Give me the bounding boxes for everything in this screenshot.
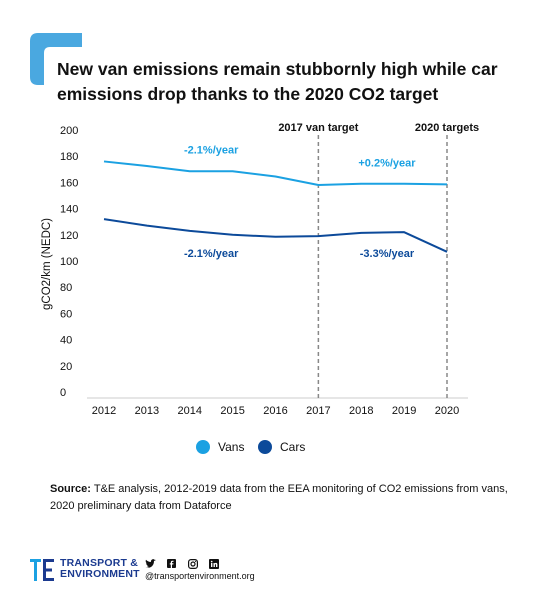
linkedin-icon[interactable] xyxy=(208,558,219,569)
chart-title: New van emissions remain stubbornly high… xyxy=(57,59,498,104)
twitter-icon[interactable] xyxy=(145,558,156,569)
legend-swatch-cars xyxy=(258,440,272,454)
source-label: Source: xyxy=(50,483,91,495)
y-axis-tick-labels: 0 20 40 60 80 100 120 140 160 180 200 xyxy=(60,125,78,399)
reference-lines: 2017 van target 2020 targets xyxy=(278,122,479,398)
x-tick-label-2016: 2016 xyxy=(263,405,287,417)
y-axis-label: gCO2/km (NEDC) xyxy=(41,218,53,310)
legend-item-vans[interactable]: Vans xyxy=(196,440,244,454)
org-name[interactable]: TRANSPORT & ENVIRONMENT xyxy=(60,558,140,580)
annotation-cars-2: -2.1%/year xyxy=(184,248,239,260)
facebook-icon[interactable] xyxy=(166,558,177,569)
y-tick-label-120: 120 xyxy=(60,230,78,242)
x-tick-label-2018: 2018 xyxy=(349,405,373,417)
series-line-vans xyxy=(103,160,448,187)
x-tick-label-2012: 2012 xyxy=(92,405,116,417)
legend-label-cars: Cars xyxy=(280,440,306,454)
series-line-cars xyxy=(103,218,448,253)
te-logo-icon xyxy=(30,559,54,581)
legend-swatch-vans xyxy=(196,440,210,454)
y-tick-label-20: 20 xyxy=(60,361,72,373)
footer: TRANSPORT & ENVIRONMENT @transportenviro… xyxy=(30,557,530,587)
y-tick-label-100: 100 xyxy=(60,256,78,268)
website-handle[interactable]: @transportenvironment.org xyxy=(145,571,255,581)
reference-label-2017: 2017 van target xyxy=(278,122,358,134)
legend: Vans Cars xyxy=(0,440,550,462)
x-tick-label-2017: 2017 xyxy=(306,405,330,417)
social-links xyxy=(145,558,219,569)
x-tick-label-2019: 2019 xyxy=(392,405,416,417)
y-tick-label-200: 200 xyxy=(60,125,78,137)
y-tick-label-0: 0 xyxy=(60,387,66,399)
x-tick-label-2013: 2013 xyxy=(135,405,159,417)
instagram-icon[interactable] xyxy=(187,558,198,569)
series-lines xyxy=(103,160,448,253)
x-tick-label-2014: 2014 xyxy=(178,405,202,417)
y-tick-label-180: 180 xyxy=(60,151,78,163)
x-tick-label-2020: 2020 xyxy=(435,405,459,417)
slope-annotations: -2.1%/year +0.2%/year -2.1%/year -3.3%/year xyxy=(184,145,416,260)
y-tick-label-40: 40 xyxy=(60,335,72,347)
x-tick-label-2015: 2015 xyxy=(220,405,244,417)
corner-accent xyxy=(30,33,82,85)
source-text: T&E analysis, 2012-2019 data from the EE… xyxy=(50,483,508,512)
org-name-line2: ENVIRONMENT xyxy=(60,568,140,580)
annotation-vans-1: +0.2%/year xyxy=(358,158,416,170)
annotation-vans-0: -2.1%/year xyxy=(184,145,239,157)
line-chart: 0 20 40 60 80 100 120 140 160 180 200 2012 2013 2014… xyxy=(41,122,479,417)
legend-item-cars[interactable]: Cars xyxy=(258,440,305,454)
y-tick-label-160: 160 xyxy=(60,177,78,189)
source-note: Source: T&E analysis, 2012-2019 data fro… xyxy=(50,481,510,515)
y-tick-label-60: 60 xyxy=(60,308,72,320)
annotation-cars-3: -3.3%/year xyxy=(360,248,415,260)
y-tick-label-140: 140 xyxy=(60,204,78,216)
y-tick-label-80: 80 xyxy=(60,282,72,294)
legend-label-vans: Vans xyxy=(218,440,245,454)
x-axis-tick-labels: 2012 2013 2014 2015 2016 2017 2018 2019 2020 xyxy=(92,405,459,417)
reference-label-2020: 2020 targets xyxy=(415,122,479,134)
org-name-line1: TRANSPORT & xyxy=(60,557,139,569)
